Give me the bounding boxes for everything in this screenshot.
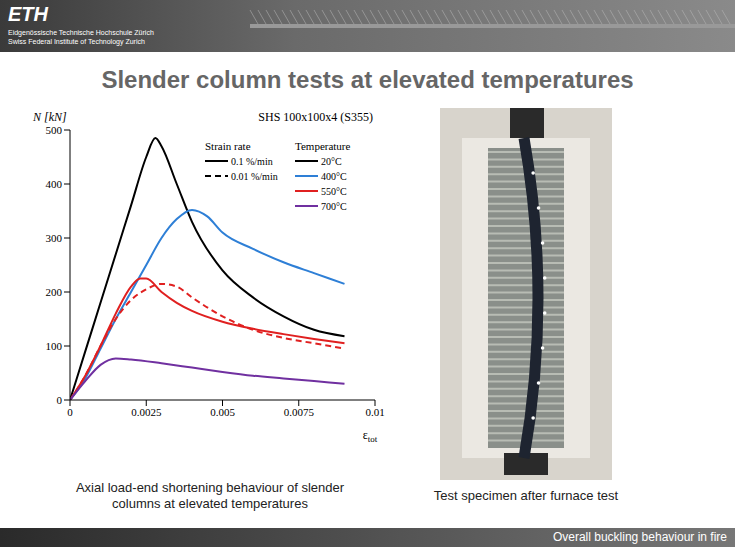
html-text:Slender column tests at elevat: Slender column tests at elevated tempera… (101, 66, 634, 93)
svg-text:0.0025: 0.0025 (131, 406, 162, 418)
html-text:Test specimen after furnace te: Test specimen after furnace test (433, 488, 619, 503)
html-text:Axial load-end shortening beha: Axial load-end shortening behaviour of s… (75, 480, 345, 511)
html-text:ETH: ETH (8, 3, 48, 25)
svg-text:200: 200 (46, 286, 63, 298)
html-text:Overall buckling behaviour in: Overall buckling behaviour in fire (552, 530, 727, 544)
svg-text:N [kN]: N [kN] (32, 110, 67, 124)
svg-text:300: 300 (46, 232, 63, 244)
svg-text:0.005: 0.005 (210, 406, 235, 418)
svg-text:0.01: 0.01 (365, 406, 384, 418)
svg-text:550°C: 550°C (321, 186, 347, 197)
svg-text:0.01 %/min: 0.01 %/min (231, 171, 278, 182)
svg-text:SHS 100x100x4 (S355): SHS 100x100x4 (S355) (258, 110, 373, 124)
svg-text:20°C: 20°C (321, 156, 342, 167)
svg-text:700°C: 700°C (321, 201, 347, 212)
svg-text:100: 100 (46, 340, 63, 352)
svg-text:εtot: εtot (363, 428, 378, 444)
html-text:Eidgenössische Technische Hoch: Eidgenössische Technische Hochschule Zür… (8, 29, 154, 36)
svg-text:Temperature: Temperature (295, 140, 351, 152)
svg-text:400°C: 400°C (321, 171, 347, 182)
svg-text:0.0075: 0.0075 (284, 406, 315, 418)
svg-text:500: 500 (46, 124, 63, 136)
svg-text:0: 0 (67, 406, 73, 418)
svg-text:400: 400 (46, 178, 63, 190)
svg-text:0: 0 (57, 394, 63, 406)
svg-text:0.1 %/min: 0.1 %/min (231, 156, 273, 167)
svg-text:Strain rate: Strain rate (205, 140, 251, 152)
html-text:Swiss Federal Institute of Tec: Swiss Federal Institute of Technology Zu… (8, 38, 145, 45)
